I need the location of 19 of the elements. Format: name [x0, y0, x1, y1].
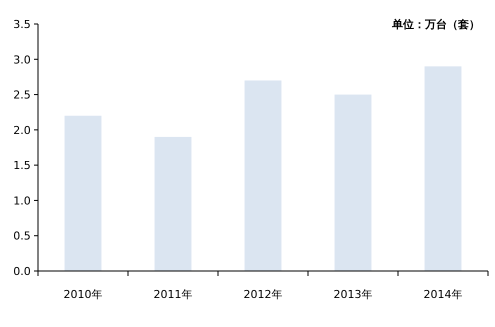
bar [334, 94, 372, 271]
y-tick-label: 2.0 [13, 124, 31, 137]
y-tick-label: 3.0 [13, 53, 31, 66]
y-tick-label: 1.5 [13, 159, 31, 172]
y-tick-label: 0.0 [13, 265, 31, 278]
y-tick-label: 0.5 [13, 230, 31, 243]
x-tick-label: 2014年 [424, 288, 462, 301]
x-tick-label: 2011年 [154, 288, 192, 301]
bar [424, 66, 462, 271]
y-tick-label: 2.5 [13, 88, 31, 102]
x-tick-label: 2010年 [64, 288, 102, 301]
bar [154, 136, 192, 271]
x-tick-label: 2012年 [244, 288, 282, 301]
annotation: 单位：万台（套） [391, 18, 480, 31]
bar [64, 116, 102, 271]
x-tick-label: 2013年 [334, 288, 372, 301]
bar [244, 80, 282, 271]
y-tick-label: 3.5 [13, 18, 31, 31]
y-tick-label: 1.0 [13, 194, 31, 208]
